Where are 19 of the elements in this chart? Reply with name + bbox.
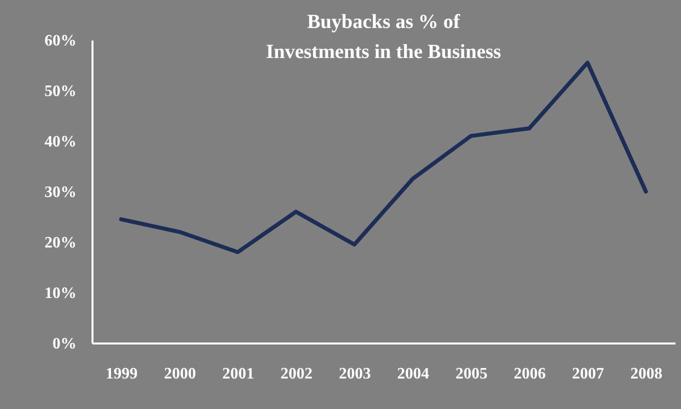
- x-tick-label: 2006: [514, 366, 546, 382]
- y-tick-label: 0%: [52, 336, 76, 352]
- x-tick-label: 2008: [630, 366, 662, 382]
- x-tick-label: 2007: [572, 366, 604, 382]
- chart-title: Buybacks as % of Investments in the Business: [266, 11, 502, 63]
- x-tick-label: 1999: [106, 366, 138, 382]
- x-tick-label: 2002: [280, 366, 313, 382]
- y-tick-label: 60%: [44, 32, 76, 50]
- x-tick-label: 2004: [397, 366, 430, 382]
- y-tick-label: 50%: [44, 83, 76, 100]
- y-tick-label: 20%: [44, 234, 76, 252]
- y-tick-label: 10%: [44, 285, 76, 302]
- y-tick-label: 40%: [44, 134, 76, 150]
- x-tick-label: 2001: [222, 366, 254, 382]
- x-tick-label: 2005: [455, 366, 488, 382]
- y-tick-label: 30%: [44, 184, 76, 201]
- x-tick-label: 2000: [164, 366, 196, 382]
- x-tick-label: 2003: [338, 366, 371, 382]
- line-series: [119, 60, 648, 254]
